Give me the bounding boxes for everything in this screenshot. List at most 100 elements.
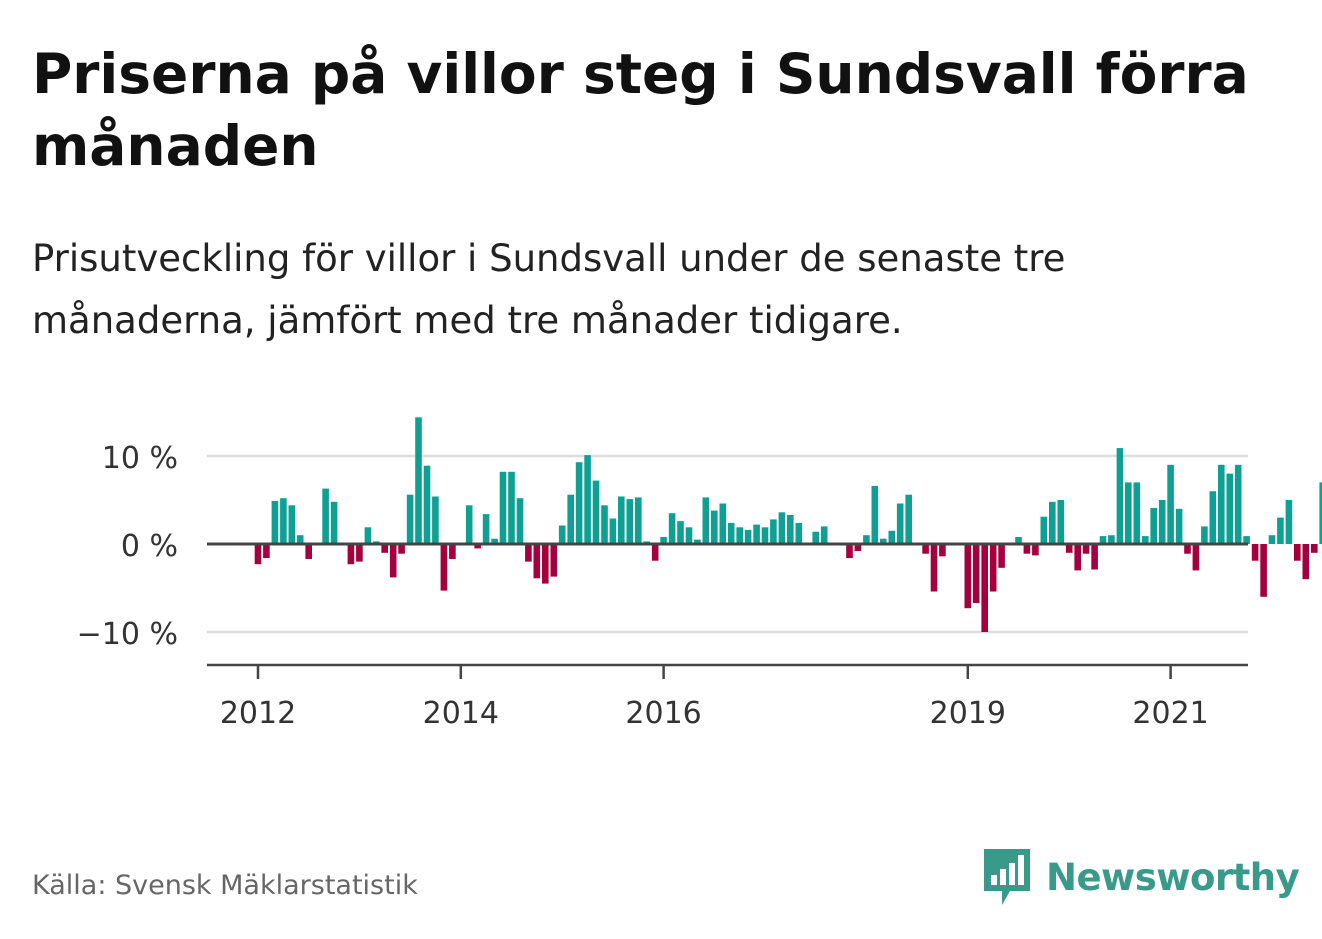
bar bbox=[863, 535, 870, 544]
brand[interactable]: Newsworthy bbox=[980, 845, 1300, 909]
bar bbox=[347, 544, 355, 565]
bar bbox=[516, 498, 524, 544]
bar bbox=[296, 535, 304, 544]
bar bbox=[322, 488, 329, 544]
bar bbox=[533, 544, 541, 579]
bar bbox=[744, 529, 752, 544]
bar bbox=[423, 465, 431, 544]
bar bbox=[880, 538, 887, 544]
bar bbox=[871, 485, 879, 544]
bar bbox=[406, 494, 414, 544]
bar bbox=[711, 510, 718, 544]
bar bbox=[550, 544, 558, 577]
bar bbox=[770, 519, 777, 544]
bar bbox=[440, 544, 448, 591]
bar bbox=[584, 455, 591, 544]
grid-lines bbox=[207, 454, 1248, 634]
bar bbox=[330, 501, 338, 544]
bar bbox=[998, 544, 1005, 568]
chart-subtitle: Prisutveckling för villor i Sundsvall un… bbox=[32, 237, 1066, 342]
bar bbox=[1201, 526, 1208, 544]
y-tick-label: −10 % bbox=[77, 617, 178, 652]
x-tick-label: 2021 bbox=[1132, 696, 1208, 731]
bar bbox=[702, 497, 710, 544]
bar bbox=[592, 480, 600, 544]
bar bbox=[542, 544, 549, 584]
bar bbox=[1057, 500, 1065, 544]
bar bbox=[1243, 536, 1250, 544]
bar bbox=[254, 544, 262, 565]
bar bbox=[939, 544, 946, 557]
bar bbox=[1192, 544, 1200, 571]
bar bbox=[575, 462, 583, 544]
bar bbox=[626, 499, 634, 544]
axes bbox=[207, 542, 1248, 679]
bar bbox=[1260, 544, 1267, 597]
bar bbox=[888, 530, 896, 544]
bar bbox=[499, 471, 507, 544]
bar bbox=[1251, 544, 1259, 561]
bar bbox=[1277, 517, 1284, 544]
x-tick-label: 2016 bbox=[625, 696, 701, 731]
bar bbox=[482, 514, 490, 544]
bar bbox=[1023, 544, 1031, 554]
x-tick-label: 2014 bbox=[423, 696, 499, 731]
bar bbox=[271, 500, 279, 544]
chart-title: Priserna på villor steg i Sundsvall förr… bbox=[32, 42, 1249, 178]
bar bbox=[364, 527, 372, 544]
bar bbox=[981, 544, 988, 632]
bar bbox=[1091, 544, 1098, 570]
bar bbox=[1108, 535, 1115, 544]
bar bbox=[778, 512, 786, 544]
bar bbox=[618, 496, 625, 544]
bar bbox=[558, 525, 566, 544]
bar bbox=[1142, 536, 1149, 544]
bar bbox=[1302, 544, 1310, 580]
bar bbox=[1184, 544, 1191, 554]
bar bbox=[449, 544, 456, 559]
bar bbox=[432, 496, 439, 544]
bars bbox=[254, 417, 1322, 632]
bar bbox=[356, 544, 363, 562]
bar bbox=[1099, 536, 1107, 544]
bar bbox=[685, 527, 693, 544]
bar bbox=[474, 544, 481, 549]
bar bbox=[1133, 482, 1141, 544]
bar bbox=[1209, 491, 1217, 544]
bar bbox=[812, 531, 819, 544]
bar bbox=[381, 544, 388, 553]
bar bbox=[753, 524, 760, 544]
x-tick-label: 2012 bbox=[220, 696, 296, 731]
bar bbox=[694, 539, 701, 544]
bar bbox=[787, 515, 794, 544]
bar bbox=[398, 544, 405, 554]
newsworthy-logo-icon bbox=[984, 849, 1030, 905]
bar bbox=[525, 544, 532, 562]
bar bbox=[1116, 448, 1124, 544]
bar bbox=[668, 513, 676, 544]
bar bbox=[677, 521, 684, 544]
bar bbox=[1285, 500, 1293, 544]
bar bbox=[1049, 501, 1056, 544]
bar bbox=[846, 544, 853, 559]
bar bbox=[1167, 464, 1174, 544]
bar bbox=[989, 544, 997, 592]
bar bbox=[389, 544, 397, 578]
bar bbox=[1218, 464, 1225, 544]
bar bbox=[1268, 535, 1276, 544]
bar bbox=[736, 527, 743, 544]
bar bbox=[820, 526, 828, 544]
bar bbox=[1015, 537, 1022, 544]
bar bbox=[609, 518, 617, 544]
bar bbox=[1065, 544, 1073, 553]
bar bbox=[795, 522, 803, 544]
bar bbox=[651, 544, 659, 561]
bar bbox=[719, 503, 727, 544]
bar bbox=[1125, 482, 1132, 544]
bar bbox=[930, 544, 938, 592]
bar bbox=[1074, 544, 1081, 571]
y-tick-label: 10 % bbox=[102, 441, 178, 476]
bar bbox=[922, 544, 929, 554]
bar bbox=[727, 522, 735, 544]
bar bbox=[601, 505, 608, 544]
